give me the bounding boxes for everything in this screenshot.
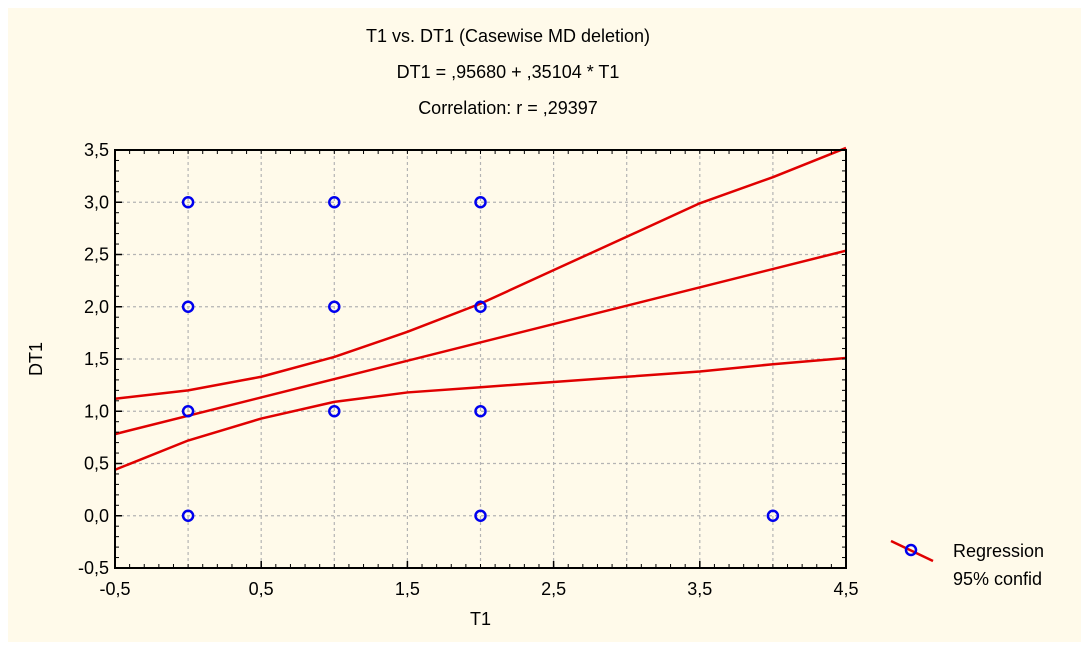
y-axis-label: DT1 [26, 342, 46, 376]
y-tick-label: 3,5 [84, 140, 109, 160]
y-tick-label: -0,5 [78, 558, 109, 578]
x-tick-label: 0,5 [249, 579, 274, 599]
legend: Regression 95% confid [890, 539, 1044, 589]
grid [115, 150, 846, 568]
data-point [328, 196, 341, 209]
data-point [474, 405, 487, 418]
x-tick-label: 2,5 [541, 579, 566, 599]
legend-entry-confidence: 95% confid [953, 569, 1042, 589]
data-point [181, 300, 195, 313]
correlation-text: Correlation: r = ,29397 [418, 98, 598, 118]
chart-title: T1 vs. DT1 (Casewise MD deletion) [365, 26, 651, 46]
y-tick-label: 2,0 [84, 297, 109, 317]
legend-line-swatch [890, 539, 934, 563]
data-point [328, 300, 341, 313]
confidence-lower-line [114, 356, 847, 471]
x-tick-label: 3,5 [687, 579, 712, 599]
regression-line [114, 249, 847, 436]
x-tick-label: 1,5 [395, 579, 420, 599]
data-points [181, 196, 780, 522]
y-tick-label: 3,0 [84, 192, 109, 212]
data-point [181, 405, 195, 418]
x-tick-label: -0,5 [99, 579, 130, 599]
data-point [474, 196, 487, 209]
legend-point-swatch [904, 543, 918, 557]
data-point [474, 300, 487, 313]
y-tick-label: 2,5 [84, 245, 109, 265]
data-point [181, 196, 195, 209]
x-axis-label: T1 [470, 609, 491, 629]
confidence-upper-line [114, 146, 847, 400]
data-point [328, 405, 341, 418]
y-tick-label: 1,5 [84, 349, 109, 369]
x-tick-label: 4,5 [833, 579, 858, 599]
regression-lines [114, 146, 847, 471]
scatter-plot: -0,5 0,5 1,5 2,5 3,5 4,5 -0,5 0,0 0,5 1,0 1,5 2,0 2,… [26, 140, 1044, 629]
regression-equation: DT1 = ,95680 + ,35104 * T1 [396, 62, 620, 82]
axis-ticks: -0,5 0,5 1,5 2,5 3,5 4,5 -0,5 0,0 0,5 1,0 1,5 2,0 2,… [78, 140, 859, 599]
legend-entry-regression: Regression [953, 541, 1044, 561]
y-tick-label: 0,0 [84, 506, 109, 526]
y-tick-label: 0,5 [84, 454, 109, 474]
chart-panel: T1 vs. DT1 (Casewise MD deletion) DT1 = … [8, 8, 1081, 642]
data-point [766, 509, 780, 522]
data-point [474, 509, 487, 522]
y-tick-label: 1,0 [84, 401, 109, 421]
data-point [181, 509, 195, 522]
